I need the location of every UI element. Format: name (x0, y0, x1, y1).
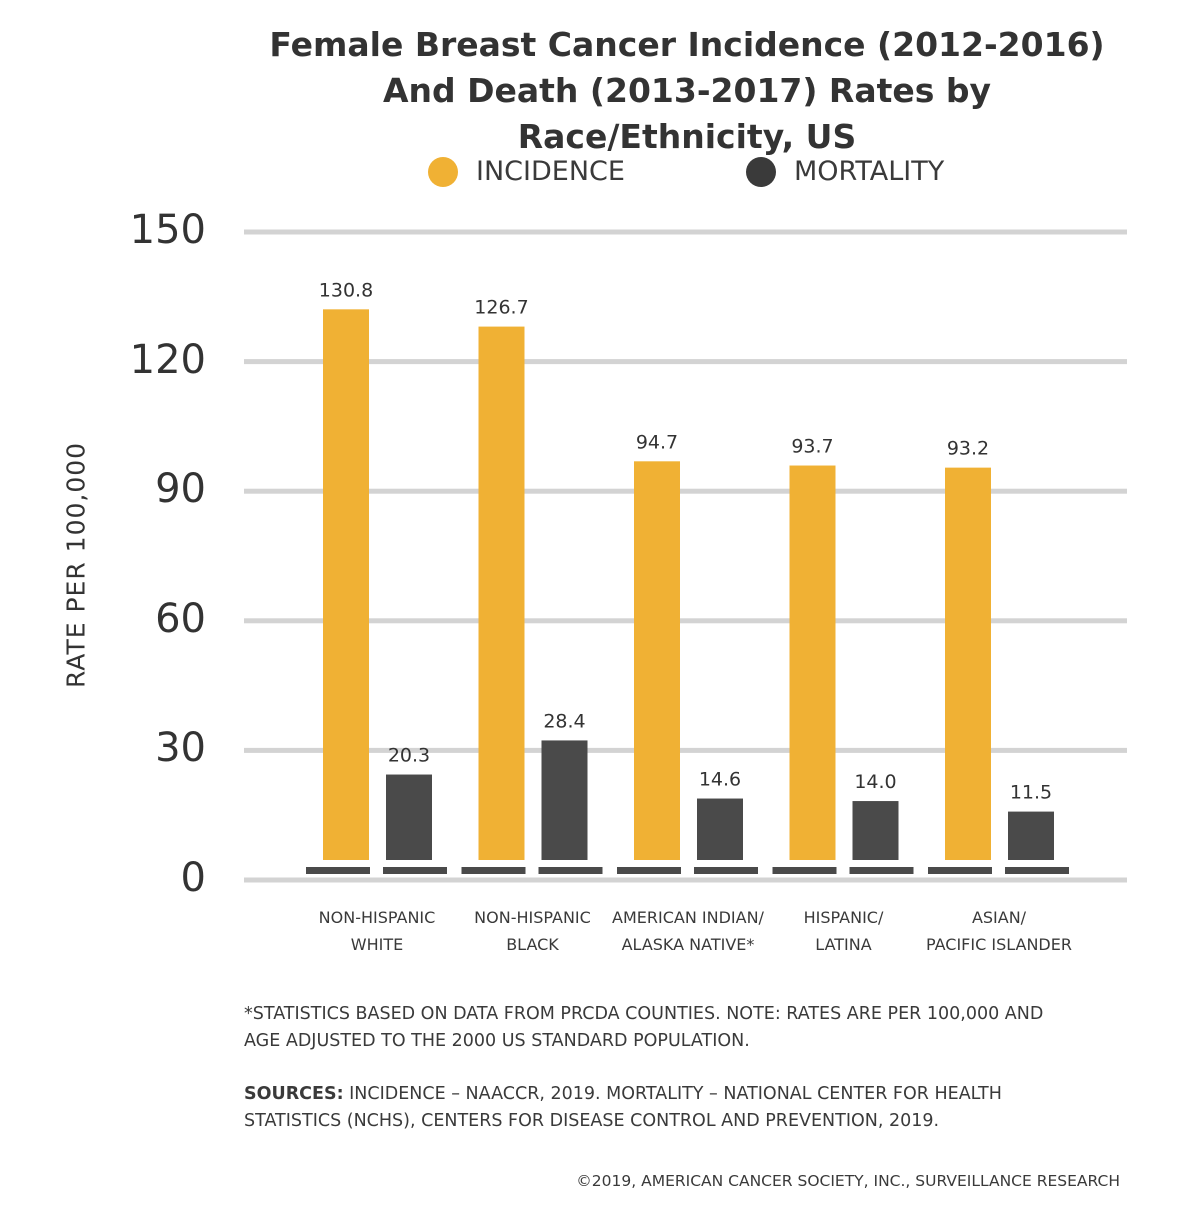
bar-base (694, 867, 758, 874)
incidence-bar (945, 467, 991, 860)
category-label-line: PACIFIC ISLANDER (926, 935, 1072, 954)
incidence-bar (634, 461, 680, 860)
gridline (244, 877, 1127, 883)
category-label-line: LATINA (815, 935, 872, 954)
bar-base (772, 867, 837, 874)
footnote: *STATISTICS BASED ON DATA FROM PRCDA COU… (244, 1001, 1144, 1055)
y-tick-label: 0 (180, 855, 206, 901)
sources: SOURCES: INCIDENCE – NAACCR, 2019. MORTA… (244, 1081, 1144, 1135)
incidence-data-label: 93.7 (791, 436, 833, 458)
y-tick-label: 120 (129, 336, 206, 383)
category-label: NON-HISPANIC WHITE (292, 904, 462, 958)
sources-line-2: STATISTICS (NCHS), CENTERS FOR DISEASE C… (244, 1111, 940, 1131)
category-label-line: ALASKA NATIVE* (621, 935, 755, 954)
gridline (244, 488, 1127, 494)
footnote-line-2: AGE ADJUSTED TO THE 2000 US STANDARD POP… (244, 1031, 750, 1051)
mortality-bar (852, 801, 899, 860)
y-tick-label: 90 (155, 466, 206, 513)
category-label: ASIAN/PACIFIC ISLANDER (914, 904, 1084, 958)
gridline (244, 359, 1127, 365)
category-label-line: AMERICAN INDIAN/ (612, 908, 764, 927)
copyright: ©2019, AMERICAN CANCER SOCIETY, INC., SU… (576, 1172, 1120, 1190)
mortality-bar (386, 774, 432, 860)
bar-base (306, 867, 370, 874)
legend-mortality-swatch (746, 156, 776, 187)
sources-label: SOURCES: (244, 1084, 344, 1104)
category-label-line: WHITE (350, 935, 404, 954)
category-label-line: HISPANIC/ (803, 908, 884, 927)
category-label: NON-HISPANIC BLACK (448, 904, 618, 958)
bar-base (1005, 867, 1069, 874)
bar-base (849, 867, 914, 874)
title-line-1: Female Breast Cancer Incidence (2012-201… (269, 25, 1105, 64)
category-label-line: NON-HISPANIC (318, 908, 436, 927)
bar-base (928, 867, 992, 874)
mortality-data-label: 14.6 (699, 769, 741, 791)
incidence-bar (323, 309, 369, 860)
mortality-data-label: 28.4 (543, 710, 585, 732)
y-tick-label: 30 (155, 725, 206, 772)
category-label-line: BLACK (506, 935, 559, 954)
legend-incidence-label: INCIDENCE (476, 156, 625, 187)
mortality-bar (541, 740, 588, 860)
chart-title: Female Breast Cancer Incidence (2012-201… (244, 22, 1130, 160)
incidence-bar (789, 465, 836, 860)
sources-line-1: INCIDENCE – NAACCR, 2019. MORTALITY – NA… (343, 1084, 1002, 1104)
bar-base (461, 867, 526, 874)
incidence-data-label: 130.8 (319, 279, 373, 301)
mortality-data-label: 14.0 (854, 771, 896, 793)
y-tick-label: 60 (155, 595, 206, 642)
gridline (244, 747, 1127, 753)
y-tick-label: 150 (129, 207, 206, 253)
title-line-2: And Death (2013-2017) Rates by Race/Ethn… (382, 71, 992, 156)
mortality-data-label: 20.3 (388, 745, 430, 767)
gridline (244, 618, 1127, 624)
incidence-data-label: 94.7 (636, 431, 678, 453)
category-label: HISPANIC/LATINA (759, 904, 929, 958)
footnote-line-1: *STATISTICS BASED ON DATA FROM PRCDA COU… (244, 1004, 1044, 1024)
legend-mortality-label: MORTALITY (794, 156, 945, 187)
category-label-line: NON-HISPANIC (474, 908, 591, 927)
incidence-data-label: 93.2 (947, 438, 989, 460)
bar-base (383, 867, 447, 874)
mortality-bar (697, 798, 743, 860)
incidence-bar (478, 326, 525, 860)
legend-incidence: INCIDENCE (428, 156, 625, 187)
bar-base (617, 867, 681, 874)
legend-incidence-swatch (428, 156, 458, 187)
mortality-data-label: 11.5 (1010, 782, 1052, 804)
category-label-line: ASIAN/ (971, 908, 1027, 927)
category-label: AMERICAN INDIAN/ALASKA NATIVE* (603, 904, 773, 958)
incidence-data-label: 126.7 (474, 297, 528, 319)
bar-base (538, 867, 603, 874)
legend-mortality: MORTALITY (746, 156, 944, 187)
mortality-bar (1008, 811, 1054, 860)
gridline (244, 229, 1127, 235)
